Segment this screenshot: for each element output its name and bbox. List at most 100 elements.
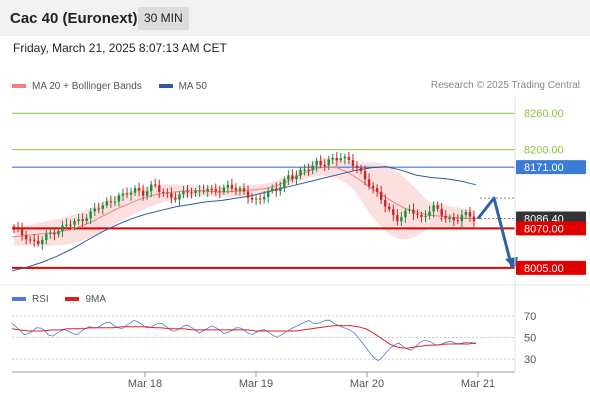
legend-9ma-item: 9MA [65,294,106,305]
chart-datetime: Friday, March 21, 2025 8:07:13 AM CET [13,41,227,55]
candle-body [105,201,109,206]
x-axis-group: Mar 18 Mar 19 Mar 20 Mar 21 [0,95,590,390]
rsi-tick-label: 70 [524,311,536,323]
candle-body [359,167,363,172]
candle-body [198,190,201,192]
candle-body [109,201,113,203]
candle-body [141,190,145,196]
candle-body [20,228,24,236]
candle-body [226,184,230,188]
candle-body [218,191,222,193]
candle-body [384,199,387,207]
level-label: 8070.00 [524,223,564,235]
candle-body [166,192,169,194]
price-legend: MA 20 + Bollinger Bands MA 50 [12,80,221,92]
price-levels-group [12,112,515,269]
copyright-text: Research © 2025 Trading Central [430,80,580,91]
candle-body [89,211,92,219]
candle-body [234,188,238,191]
candle-body [287,175,290,180]
level-label: 8260.00 [524,108,564,120]
rsi-ma-line [11,325,477,349]
candle-body [230,184,234,189]
candle-body [101,205,104,209]
candle-body [81,219,84,221]
candle-body [129,192,133,195]
candle-body [295,175,298,180]
candle-body [452,217,456,221]
candle-body [339,158,343,161]
candle-body [311,165,314,171]
candle-body [266,191,270,197]
candle-body [424,215,427,217]
candle-body [222,187,226,193]
candle-body [250,197,254,200]
candle-body [210,188,213,190]
candle-body [468,212,472,217]
candle-body [262,196,266,200]
candle-body [93,208,96,212]
candle-body [440,208,443,216]
forecast-group [476,196,518,270]
candle-body [464,212,468,215]
candle-body [145,191,149,196]
candle-body [214,189,217,192]
candle-body [400,217,403,222]
candle-body [45,233,48,240]
candle-body [444,215,447,218]
candle-body [202,190,205,192]
candle-body [432,205,435,212]
legend-rsi-item: RSI [12,294,49,305]
rsi-legend: RSI 9MA [12,293,120,305]
candle-body [174,197,177,200]
x-tick-label: Mar 18 [128,378,162,390]
candles-group [12,151,476,250]
candle-body [331,158,334,160]
candle-body [396,215,399,222]
level-label-bg [516,221,586,236]
candle-body [65,224,68,226]
candle-body [379,191,383,200]
ma50-line [11,166,477,272]
rsi-line [11,319,477,362]
legend-ma50: MA 50 [158,80,207,92]
candle-body [246,191,250,198]
9ma-swatch [65,297,80,301]
candle-body [456,220,460,222]
candle-body [182,190,185,195]
candle-body [291,175,294,180]
x-tick-label: Mar 20 [350,378,384,390]
candle-body [283,179,286,188]
candle-body [275,188,278,191]
candle-body [77,219,80,221]
legend-ma20: MA 20 + Bollinger Bands [12,81,142,92]
candle-body [307,169,310,171]
level-label: 8005.00 [524,263,564,275]
candle-body [178,194,181,200]
candle-body [388,206,391,210]
chart-header: Cac 40 (Euronext) 30 MIN [0,0,590,36]
candle-body [73,220,76,225]
timeframe-button[interactable]: 30 MIN [138,7,189,30]
candle-body [347,156,351,161]
candle-body [436,205,439,209]
candle-body [186,190,189,193]
candle-body [408,209,411,211]
ma20-swatch [12,84,26,88]
candle-body [428,211,431,216]
bollinger-band-group [14,157,474,246]
level-labels-group: 8260.008200.008171.008086.408070.008005.… [516,108,586,275]
legend-rsi-label: RSI [32,293,49,305]
candle-body [133,188,137,193]
candle-body [154,184,157,186]
level-label: 8200.00 [524,145,564,157]
candle-body [16,226,20,229]
candle-body [117,195,121,202]
candle-body [69,224,72,226]
candle-body [303,169,306,171]
candle-body [32,239,36,241]
rsi-panel-group: 70 50 30 [11,311,536,366]
legend-ma50-label: MA 50 [178,80,207,92]
rsi-tick-label: 30 [524,354,536,366]
